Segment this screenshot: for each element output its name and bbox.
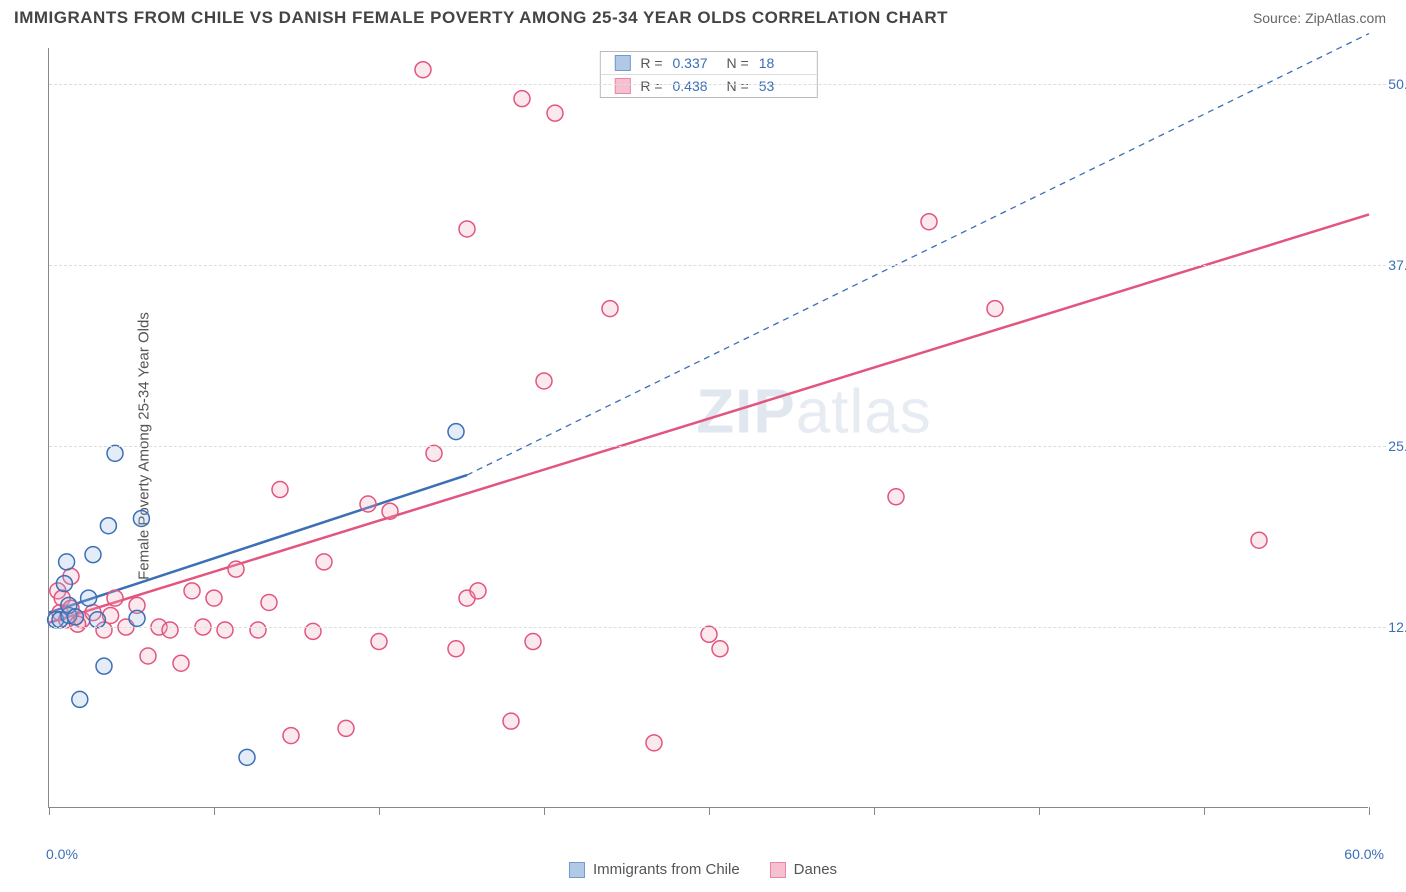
x-end-label: 60.0%	[1344, 846, 1384, 862]
r-value: 0.337	[673, 55, 717, 71]
legend-label: Danes	[794, 861, 837, 878]
point-danes	[415, 62, 431, 78]
point-danes	[316, 554, 332, 570]
point-chile	[107, 445, 123, 461]
x-tick	[1204, 807, 1205, 815]
bottom-legend: Immigrants from Chile Danes	[569, 861, 837, 878]
y-tick-label: 25.0%	[1388, 438, 1406, 454]
plot-area: ZIPatlas R =0.337N =18R =0.438N =53 12.5…	[48, 48, 1368, 808]
point-danes	[272, 482, 288, 498]
point-chile	[133, 510, 149, 526]
point-chile	[59, 554, 75, 570]
point-danes	[525, 634, 541, 650]
point-danes	[701, 626, 717, 642]
point-danes	[1251, 532, 1267, 548]
x-tick	[379, 807, 380, 815]
point-danes	[646, 735, 662, 751]
point-chile	[85, 547, 101, 563]
point-danes	[371, 634, 387, 650]
n-label: N =	[727, 78, 749, 94]
y-tick-label: 50.0%	[1388, 76, 1406, 92]
chart-source: Source: ZipAtlas.com	[1253, 10, 1386, 26]
r-label: R =	[640, 55, 662, 71]
point-danes	[338, 720, 354, 736]
point-danes	[426, 445, 442, 461]
n-value: 53	[759, 78, 803, 94]
legend-label: Immigrants from Chile	[593, 861, 740, 878]
point-danes	[602, 301, 618, 317]
point-chile	[81, 590, 97, 606]
n-value: 18	[759, 55, 803, 71]
point-chile	[56, 576, 72, 592]
x-tick	[214, 807, 215, 815]
trendline-chile-dashed	[467, 34, 1369, 476]
gridline-h	[49, 627, 1386, 628]
point-danes	[536, 373, 552, 389]
plot-svg	[49, 48, 1368, 807]
legend-swatch-chile-icon	[569, 862, 585, 878]
point-chile	[96, 658, 112, 674]
legend-swatch-danes-icon	[770, 862, 786, 878]
x-tick	[49, 807, 50, 815]
point-danes	[360, 496, 376, 512]
point-danes	[228, 561, 244, 577]
point-danes	[206, 590, 222, 606]
point-danes	[140, 648, 156, 664]
point-danes	[470, 583, 486, 599]
point-danes	[305, 623, 321, 639]
point-danes	[987, 301, 1003, 317]
point-chile	[72, 691, 88, 707]
stats-row-chile: R = 0.337 N = 18	[600, 52, 816, 75]
gridline-h	[49, 446, 1386, 447]
point-danes	[547, 105, 563, 121]
x-tick	[874, 807, 875, 815]
point-danes	[921, 214, 937, 230]
point-danes	[448, 641, 464, 657]
point-chile	[67, 609, 83, 625]
swatch-chile-icon	[614, 55, 630, 71]
point-danes	[283, 728, 299, 744]
chart-title: IMMIGRANTS FROM CHILE VS DANISH FEMALE P…	[14, 8, 948, 28]
legend-item-danes: Danes	[770, 861, 837, 878]
swatch-danes-icon	[614, 78, 630, 94]
point-danes	[261, 594, 277, 610]
point-chile	[100, 518, 116, 534]
point-danes	[459, 221, 475, 237]
gridline-h	[49, 84, 1386, 85]
stats-box: R = 0.337 N = 18 R = 0.438 N = 53	[599, 51, 817, 98]
point-danes	[514, 91, 530, 107]
point-chile	[129, 610, 145, 626]
x-origin-label: 0.0%	[46, 846, 78, 862]
x-tick	[1369, 807, 1370, 815]
stats-row-danes: R = 0.438 N = 53	[600, 75, 816, 97]
legend-item-chile: Immigrants from Chile	[569, 861, 740, 878]
gridline-h	[49, 265, 1386, 266]
point-danes	[250, 622, 266, 638]
n-label: N =	[727, 55, 749, 71]
chart-header: IMMIGRANTS FROM CHILE VS DANISH FEMALE P…	[0, 0, 1406, 32]
point-danes	[107, 590, 123, 606]
point-danes	[888, 489, 904, 505]
y-tick-label: 37.5%	[1388, 257, 1406, 273]
point-danes	[184, 583, 200, 599]
y-tick-label: 12.5%	[1388, 619, 1406, 635]
r-value: 0.438	[673, 78, 717, 94]
point-danes	[217, 622, 233, 638]
x-tick	[709, 807, 710, 815]
trendline-danes	[49, 214, 1369, 622]
x-tick	[1039, 807, 1040, 815]
x-tick	[544, 807, 545, 815]
point-danes	[162, 622, 178, 638]
point-danes	[503, 713, 519, 729]
point-danes	[173, 655, 189, 671]
point-danes	[712, 641, 728, 657]
point-danes	[382, 503, 398, 519]
point-chile	[239, 749, 255, 765]
point-chile	[89, 612, 105, 628]
point-chile	[448, 424, 464, 440]
r-label: R =	[640, 78, 662, 94]
